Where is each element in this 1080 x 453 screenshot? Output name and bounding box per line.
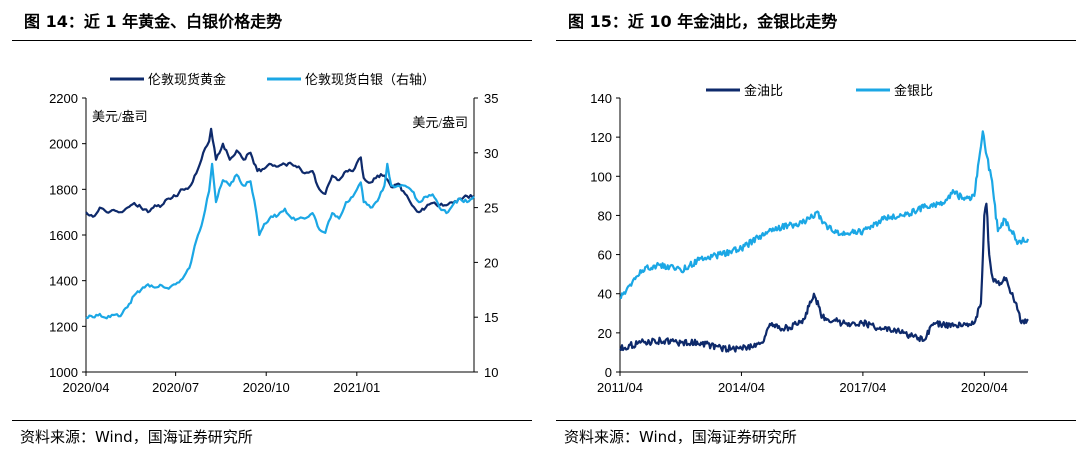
y-tick-label-left: 60 xyxy=(598,248,612,263)
y-unit-label-left: 美元/盎司 xyxy=(92,109,148,124)
x-tick-label: 2020/10 xyxy=(243,380,290,395)
y-tick-label-left: 80 xyxy=(598,208,612,223)
title-divider xyxy=(12,40,532,41)
source-divider xyxy=(12,420,532,421)
chart-panel-ratios: 图 15：近 10 年金油比，金银比走势 0 20 40 60 80 100 120 140 2… xyxy=(556,0,1076,453)
y-tick-label-left: 40 xyxy=(598,287,612,302)
x-tick-label: 2021/01 xyxy=(333,380,380,395)
y-tick-label-right: 25 xyxy=(484,201,498,216)
x-tick-label: 2020/04 xyxy=(63,380,110,395)
source-divider xyxy=(556,420,1076,421)
x-tick-label: 2017/04 xyxy=(839,380,886,395)
legend-label: 金银比 xyxy=(894,83,933,98)
y-tick-label-left: 2200 xyxy=(49,91,78,106)
legend-label: 伦敦现货黄金 xyxy=(148,72,226,87)
title-divider xyxy=(556,40,1076,41)
y-tick-label-left: 1800 xyxy=(49,182,78,197)
legend-label: 伦敦现货白银（右轴） xyxy=(305,72,435,87)
y-tick-label-right: 20 xyxy=(484,255,498,270)
y-tick-label-left: 1400 xyxy=(49,274,78,289)
y-tick-label-left: 2000 xyxy=(49,137,78,152)
y-tick-label-left: 120 xyxy=(590,130,612,145)
series-line xyxy=(85,162,475,320)
y-unit-label-right: 美元/盎司 xyxy=(412,115,468,130)
x-tick-label: 2020/07 xyxy=(152,380,199,395)
x-tick-label: 2020/04 xyxy=(961,380,1008,395)
figure-title: 图 15：近 10 年金油比，金银比走势 xyxy=(568,12,838,31)
series-line xyxy=(85,127,475,218)
source-note: 资料来源：Wind，国海证券研究所 xyxy=(564,428,797,446)
series-line xyxy=(619,130,1030,299)
ratio-chart: 0 20 40 60 80 100 120 140 2011/04 2014/04 2017/04 2… xyxy=(590,83,1030,395)
y-tick-label-left: 1000 xyxy=(49,365,78,380)
y-tick-label-left: 1200 xyxy=(49,319,78,334)
source-note: 资料来源：Wind，国海证券研究所 xyxy=(20,428,253,446)
series-line xyxy=(619,202,1029,353)
y-tick-label-left: 140 xyxy=(590,91,612,106)
y-tick-label-left: 0 xyxy=(605,365,612,380)
figure-title: 图 14：近 1 年黄金、白银价格走势 xyxy=(24,12,283,31)
y-tick-label-left: 20 xyxy=(598,326,612,341)
y-tick-label-right: 30 xyxy=(484,146,498,161)
legend-label: 金油比 xyxy=(744,83,783,98)
chart-panel-gold-silver: 图 14：近 1 年黄金、白银价格走势 1000 1200 1400 1600 1800… xyxy=(12,0,532,453)
y-tick-label-right: 35 xyxy=(484,91,498,106)
x-tick-label: 2011/04 xyxy=(597,380,643,395)
y-tick-label-right: 15 xyxy=(484,310,498,325)
y-tick-label-left: 1600 xyxy=(49,228,78,243)
y-tick-label-right: 10 xyxy=(484,365,498,380)
x-tick-label: 2014/04 xyxy=(718,380,765,395)
gold-silver-chart: 1000 1200 1400 1600 1800 2000 2200 10 15 20 25 30 35… xyxy=(49,72,498,395)
y-tick-label-left: 100 xyxy=(590,169,612,184)
